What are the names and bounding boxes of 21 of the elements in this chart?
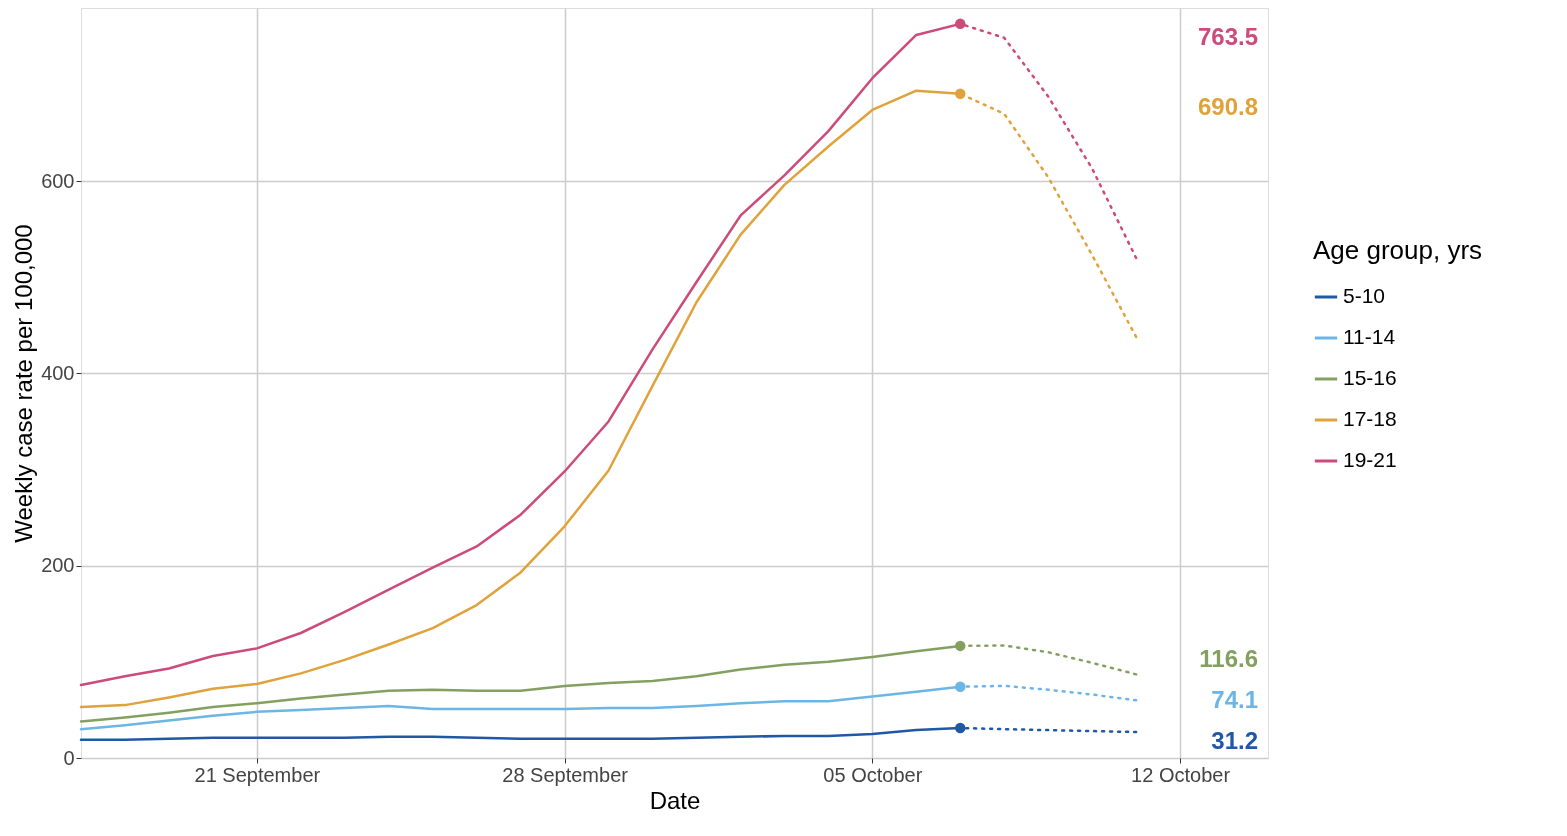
annotation: 74.1 [1211, 685, 1258, 713]
legend-label: 5-10 [1343, 284, 1386, 307]
legend-label: 17-18 [1343, 407, 1397, 430]
y-tick-label: 400 [41, 361, 75, 384]
annotation: 690.8 [1197, 92, 1258, 120]
y-axis-title: Weekly case rate per 100,000 [10, 224, 38, 543]
y-tick-label: 200 [41, 554, 75, 577]
legend-label: 15-16 [1343, 366, 1397, 389]
x-tick-label: 12 October [1131, 763, 1231, 786]
x-tick-label: 28 September [502, 763, 629, 786]
legend-label: 11-14 [1343, 325, 1396, 348]
annotation: 31.2 [1211, 727, 1258, 754]
y-tick-label: 600 [41, 169, 75, 192]
y-tick-label: 0 [63, 746, 75, 769]
legend-label: 19-21 [1343, 448, 1397, 471]
x-axis-title: Date [649, 786, 701, 814]
annotation: 763.5 [1197, 22, 1258, 50]
legend-title: Age group, yrs [1313, 235, 1483, 265]
x-tick-label: 05 October [823, 763, 923, 786]
x-tick-label: 21 September [194, 763, 321, 786]
annotation: 116.6 [1199, 644, 1258, 672]
